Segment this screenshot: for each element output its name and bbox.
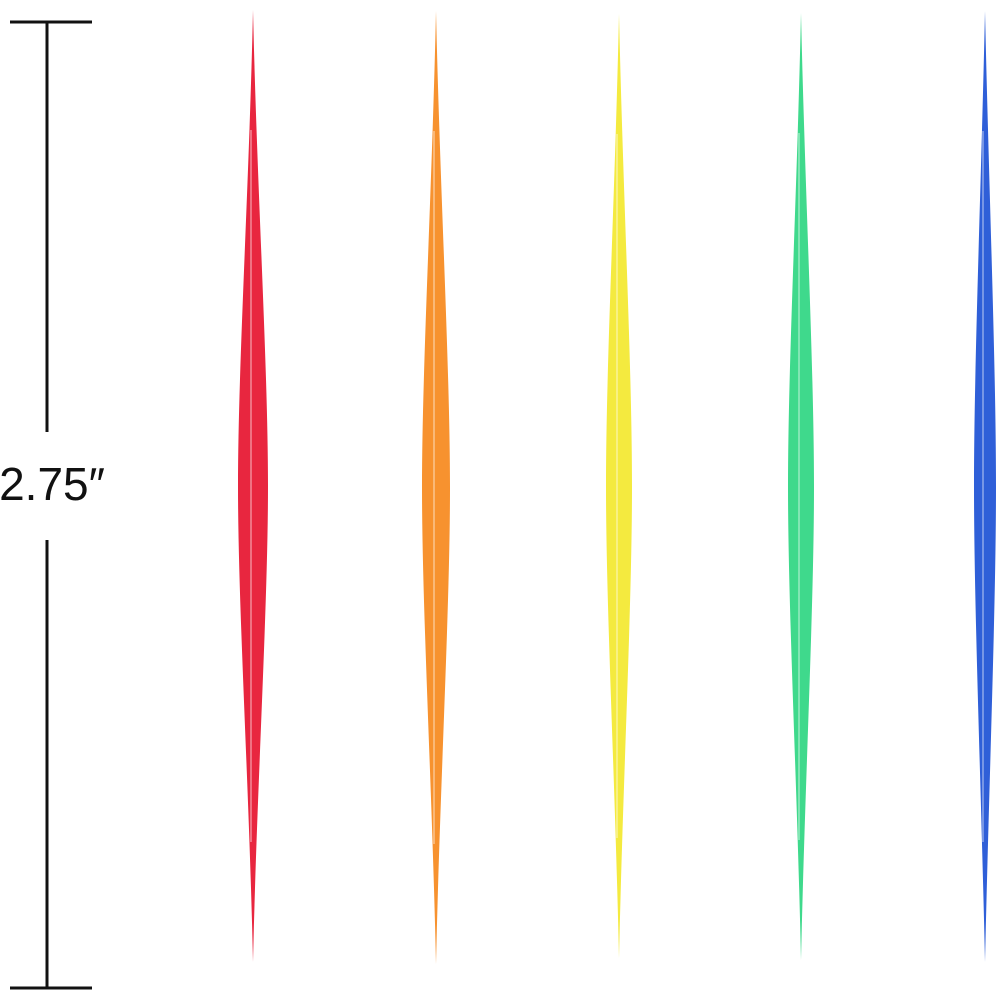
toothpick	[974, 11, 996, 962]
toothpick	[606, 14, 632, 958]
dimension-label: 2.75″	[0, 458, 105, 510]
toothpick	[422, 11, 450, 964]
toothpick	[238, 10, 268, 962]
toothpicks	[238, 10, 996, 964]
toothpick	[788, 13, 814, 960]
dimension-marker	[10, 20, 92, 990]
